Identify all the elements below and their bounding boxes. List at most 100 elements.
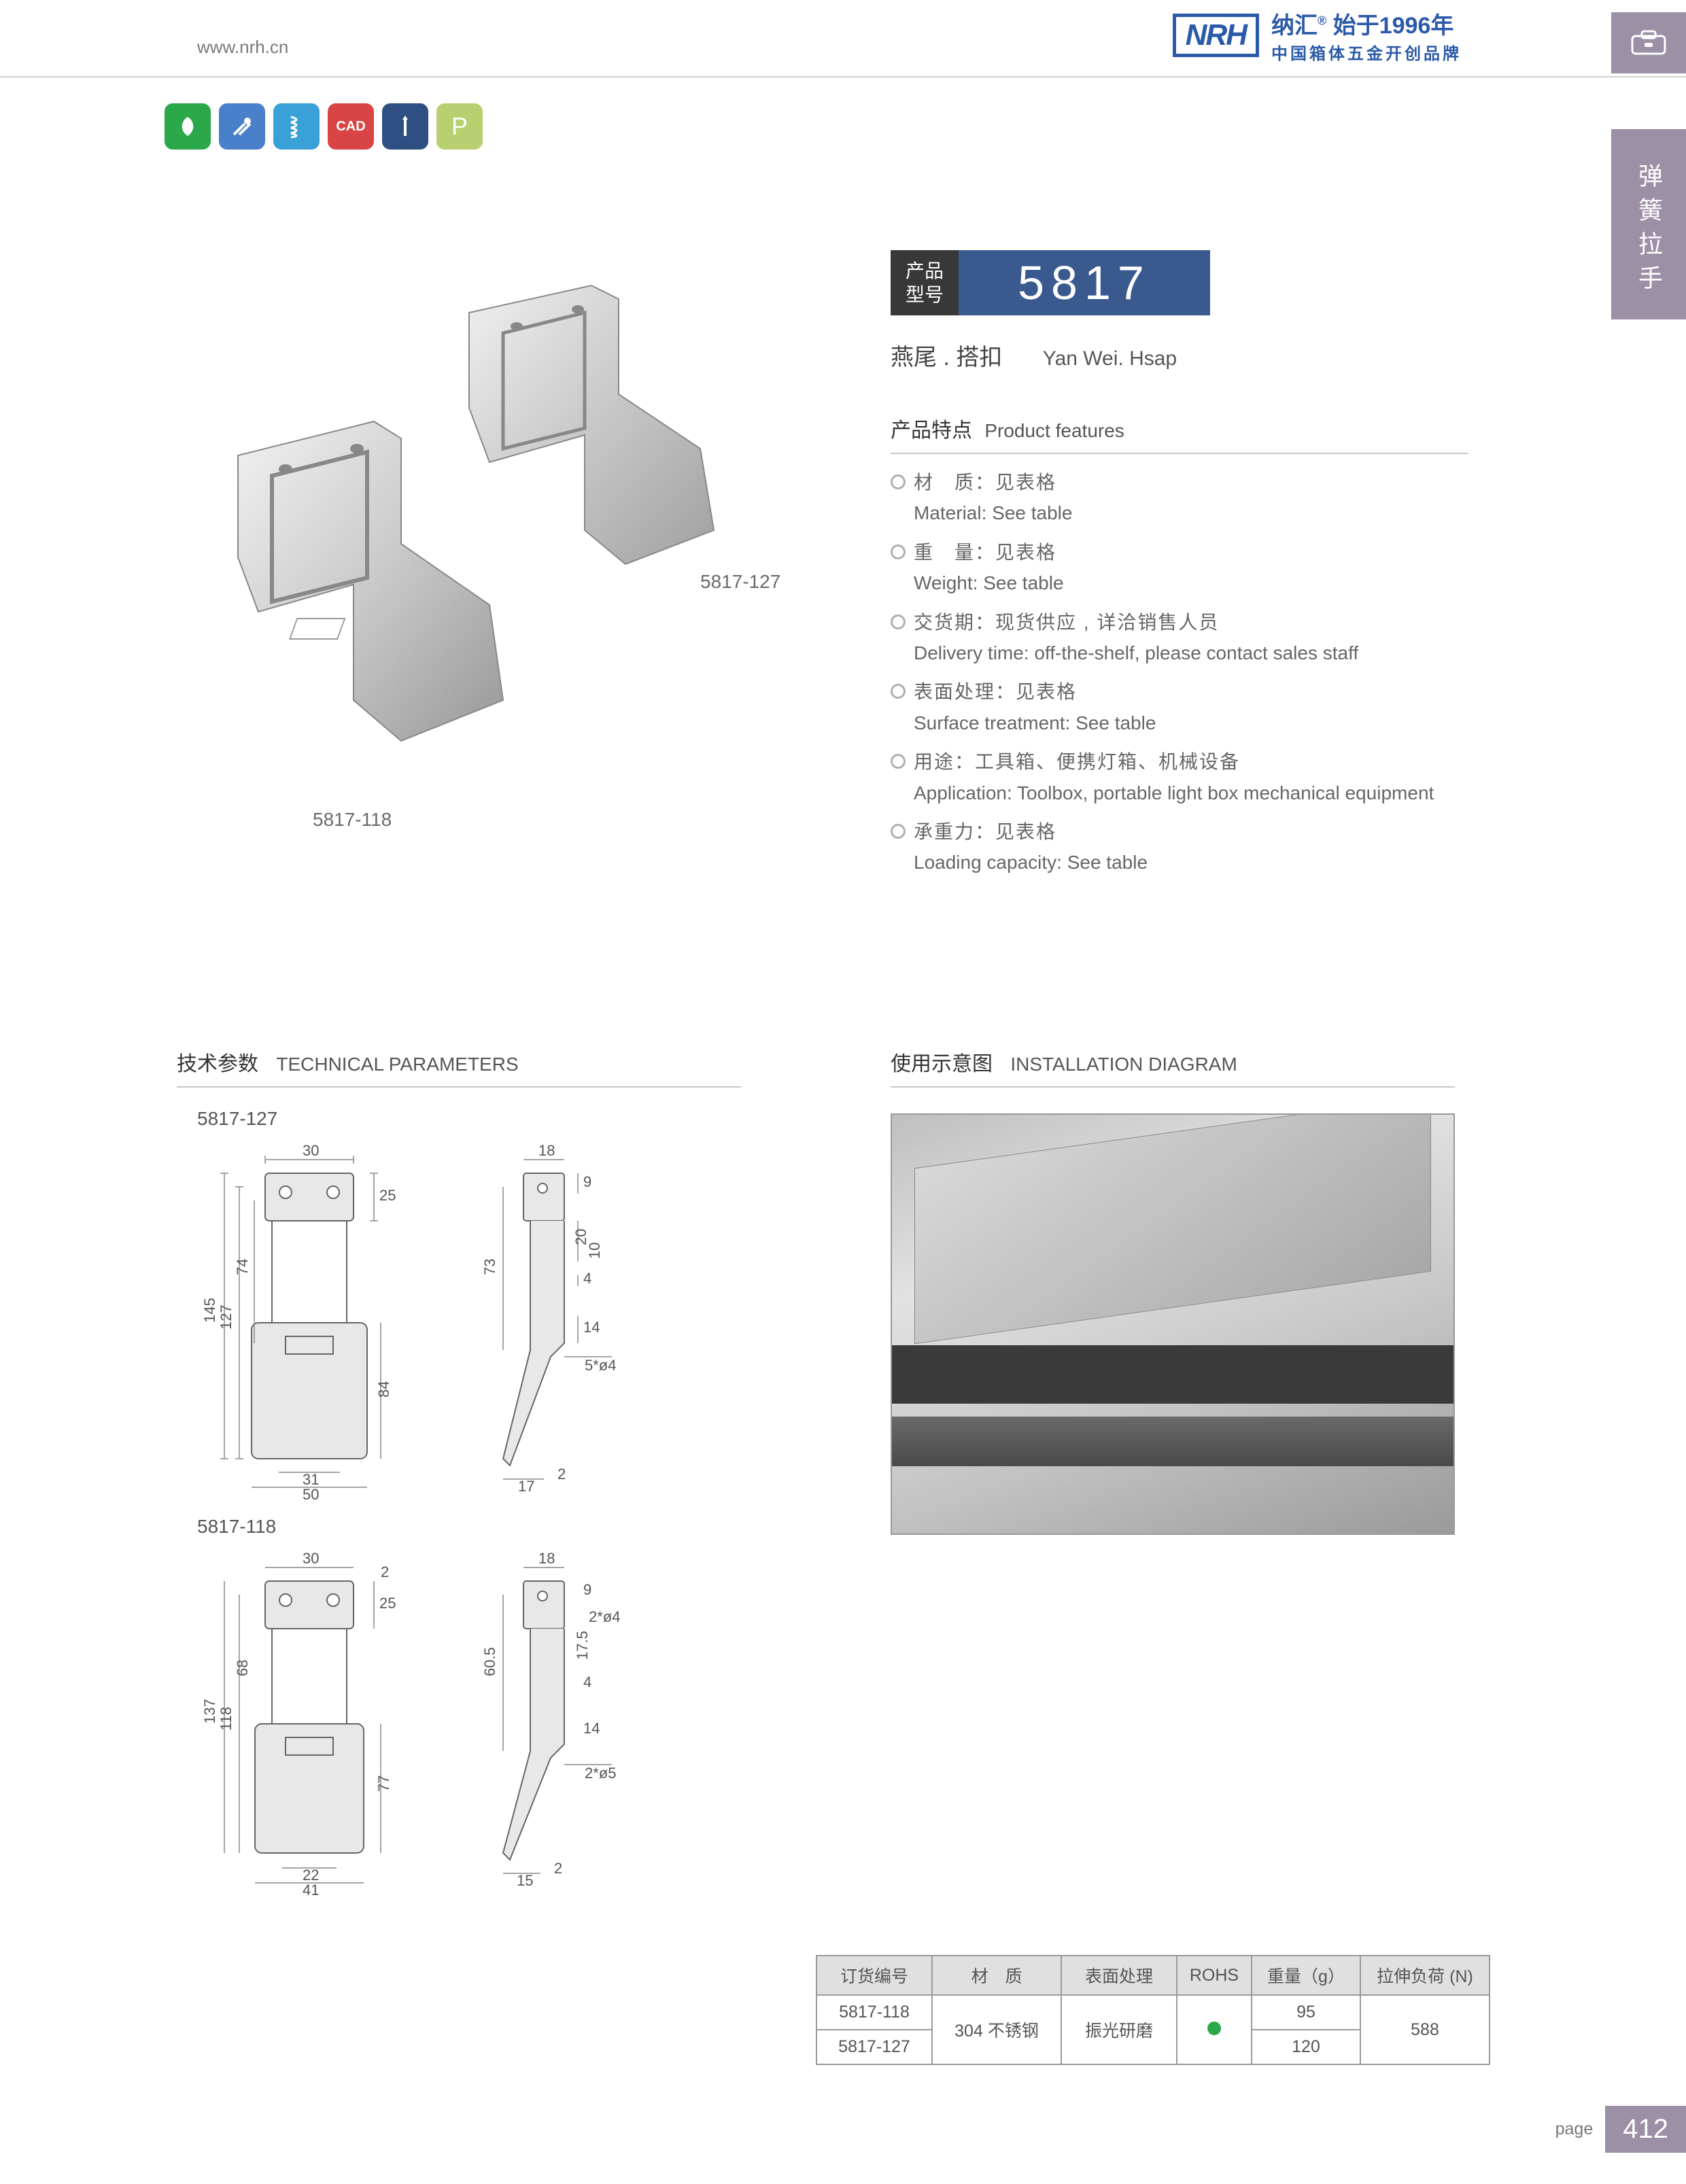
tools-icon <box>219 103 265 150</box>
svg-text:30: 30 <box>303 1142 319 1159</box>
p-icon: P <box>436 103 483 150</box>
site-url: www.nrh.cn <box>197 37 288 58</box>
feature-item: 承重力：见表格Loading capacity: See table <box>891 817 1468 878</box>
svg-text:4: 4 <box>583 1674 591 1691</box>
tech-params-heading: 技术参数 TECHNICAL PARAMETERS <box>177 1047 741 1088</box>
svg-text:77: 77 <box>375 1775 392 1792</box>
side-tab-icon <box>1611 12 1686 73</box>
diagram-127-side: 18 9 73 4 14 20 10 5*ø4 17 2 <box>462 1139 666 1506</box>
feature-item: 用途：工具箱、便携灯箱、机械设备Application: Toolbox, po… <box>891 747 1468 808</box>
svg-text:50: 50 <box>303 1486 319 1503</box>
brand-name-cn: 纳汇 <box>1271 13 1318 39</box>
diagram-118-side: 18 9 60.5 4 14 2*ø4 17.5 2*ø5 15 2 <box>462 1547 666 1914</box>
svg-text:30: 30 <box>303 1550 319 1567</box>
feature-icon-strip: CAD P <box>165 103 483 150</box>
spec-header: 材 质 <box>932 1956 1061 1995</box>
spec-table: 订货编号材 质表面处理ROHS重量（g）拉伸负荷 (N) 5817-118 30… <box>816 1955 1490 2065</box>
svg-text:68: 68 <box>234 1660 251 1676</box>
svg-text:18: 18 <box>538 1142 555 1159</box>
svg-text:10: 10 <box>586 1243 603 1259</box>
spec-code-2: 5817-127 <box>816 2030 932 2064</box>
svg-text:60.5: 60.5 <box>481 1647 498 1676</box>
svg-text:17: 17 <box>518 1478 534 1495</box>
spec-header: 表面处理 <box>1061 1956 1177 1995</box>
svg-text:74: 74 <box>234 1259 251 1275</box>
svg-text:2: 2 <box>554 1860 562 1877</box>
install-heading-en: INSTALLATION DIAGRAM <box>1010 1054 1237 1075</box>
brand-block: NRH 纳汇® 始于1996年 中国箱体五金开创品牌 <box>1173 7 1462 64</box>
feature-item: 重 量：见表格Weight: See table <box>891 538 1468 598</box>
tech-heading-cn: 技术参数 <box>177 1053 258 1075</box>
feature-cn: 承重力：见表格 <box>914 817 1468 846</box>
svg-text:118: 118 <box>218 1707 235 1731</box>
svg-text:9: 9 <box>583 1173 591 1190</box>
install-heading-cn: 使用示意图 <box>891 1053 993 1075</box>
brand-text: 纳汇® 始于1996年 中国箱体五金开创品牌 <box>1271 7 1462 64</box>
page-footer: page 412 <box>1555 2106 1686 2153</box>
model-badge: 产品 型号 5817 <box>891 250 1210 315</box>
product-name-cn: 燕尾 . 搭扣 <box>891 345 1002 370</box>
feature-cn: 重 量：见表格 <box>914 538 1468 567</box>
svg-text:18: 18 <box>538 1550 555 1567</box>
svg-text:2: 2 <box>557 1466 566 1483</box>
feature-item: 材 质：见表格Material: See table <box>891 468 1468 528</box>
feature-cn: 表面处理：见表格 <box>914 677 1468 706</box>
diagram-127-front: 30 25 145 127 74 84 31 50 <box>177 1139 422 1506</box>
feature-en: Weight: See table <box>914 568 1468 597</box>
svg-text:41: 41 <box>303 1882 319 1899</box>
install-diagram-heading: 使用示意图 INSTALLATION DIAGRAM <box>891 1047 1455 1088</box>
feature-en: Surface treatment: See table <box>914 708 1468 738</box>
features-heading-en: Product features <box>984 420 1124 441</box>
page-header: www.nrh.cn NRH 纳汇® 始于1996年 中国箱体五金开创品牌 <box>0 0 1686 77</box>
diagram-label-127: 5817-127 <box>197 1108 755 1130</box>
svg-text:2*ø4: 2*ø4 <box>589 1608 620 1625</box>
feature-item: 表面处理：见表格Surface treatment: See table <box>891 677 1468 738</box>
render-label-127: 5817-127 <box>700 571 780 593</box>
render-label-118: 5817-118 <box>313 809 392 831</box>
features-heading-cn: 产品特点 <box>891 419 972 442</box>
spring-icon <box>273 103 320 150</box>
side-tab-category: 弹簧拉手 <box>1611 129 1686 319</box>
svg-text:9: 9 <box>583 1581 591 1598</box>
diagram-5817-118: 5817-118 30 25 2 137 118 68 77 22 41 <box>177 1516 755 1914</box>
tech-heading-en: TECHNICAL PARAMETERS <box>276 1054 518 1075</box>
model-badge-label-2: 型号 <box>906 283 944 307</box>
svg-text:145: 145 <box>201 1298 218 1323</box>
screw-icon <box>382 103 428 150</box>
spec-material: 304 不锈钢 <box>932 1995 1061 2064</box>
spec-header: 订货编号 <box>816 1956 932 1995</box>
svg-text:17.5: 17.5 <box>574 1631 591 1660</box>
feature-en: Delivery time: off-the-shelf, please con… <box>914 638 1468 668</box>
spec-weight-2: 120 <box>1252 2030 1360 2064</box>
svg-text:14: 14 <box>583 1319 600 1336</box>
svg-text:5*ø4: 5*ø4 <box>585 1357 616 1374</box>
spec-weight-1: 95 <box>1252 1995 1360 2030</box>
svg-text:127: 127 <box>218 1304 235 1330</box>
svg-text:4: 4 <box>583 1270 591 1287</box>
brand-tagline: 中国箱体五金开创品牌 <box>1271 40 1462 64</box>
page-label: page <box>1555 2119 1594 2139</box>
cad-icon: CAD <box>328 103 374 150</box>
feature-en: Material: See table <box>914 498 1468 527</box>
feature-cn: 交货期：现货供应 , 详洽销售人员 <box>914 608 1468 637</box>
spec-header: 拉伸负荷 (N) <box>1360 1956 1490 1995</box>
feature-en: Loading capacity: See table <box>914 848 1468 877</box>
spec-header: ROHS <box>1177 1956 1252 1995</box>
product-render: 5817-127 5817-118 <box>177 272 789 816</box>
svg-text:15: 15 <box>517 1872 533 1889</box>
model-badge-label-1: 产品 <box>906 259 944 283</box>
svg-text:2: 2 <box>381 1563 389 1580</box>
spec-code-1: 5817-118 <box>816 1995 932 2030</box>
svg-text:14: 14 <box>583 1720 600 1737</box>
svg-text:137: 137 <box>201 1699 218 1724</box>
features-heading: 产品特点 Product features <box>891 413 1468 454</box>
model-badge-label: 产品 型号 <box>891 250 959 315</box>
spec-header: 重量（g） <box>1252 1956 1360 1995</box>
product-features: 产品特点 Product features 材 质：见表格Material: S… <box>891 413 1468 887</box>
feature-cn: 用途：工具箱、便携灯箱、机械设备 <box>914 747 1468 776</box>
rohs-dot-icon <box>1207 2022 1221 2035</box>
spec-surface: 振光研磨 <box>1061 1995 1177 2064</box>
brand-since: 始于1996年 <box>1333 13 1454 39</box>
feature-item: 交货期：现货供应 , 详洽销售人员Delivery time: off-the-… <box>891 608 1468 668</box>
svg-text:73: 73 <box>481 1259 498 1275</box>
